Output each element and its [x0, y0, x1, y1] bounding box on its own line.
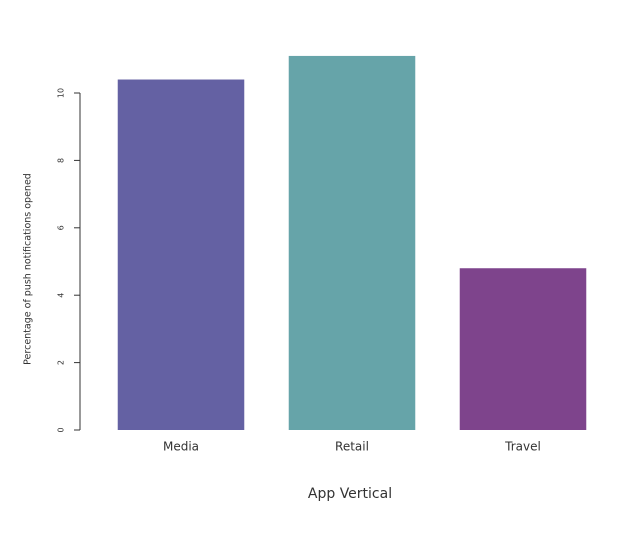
y-tick-label: 8 — [57, 158, 66, 163]
y-tick-label: 10 — [57, 88, 66, 98]
y-tick-label: 2 — [57, 360, 66, 365]
bar — [459, 268, 587, 430]
x-tick-label: Travel — [504, 440, 541, 454]
y-tick-label: 6 — [57, 225, 66, 230]
x-tick-label: Retail — [335, 440, 369, 454]
y-axis-label: Percentage of push notifications opened — [23, 173, 34, 365]
x-axis-label: App Vertical — [308, 486, 392, 502]
x-tick-label: Media — [163, 440, 199, 454]
y-tick-label: 0 — [57, 427, 66, 432]
y-tick-label: 4 — [57, 293, 66, 298]
bar — [117, 79, 245, 431]
bar — [288, 55, 416, 431]
